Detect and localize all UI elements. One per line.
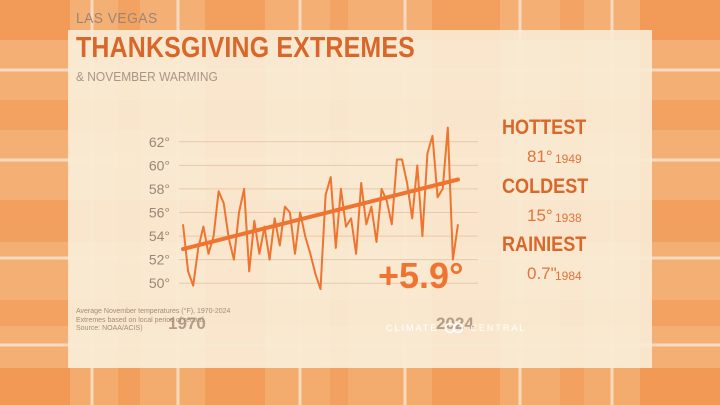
rainiest-value: 0.7" xyxy=(527,264,557,283)
trend-line xyxy=(181,177,460,252)
hottest-label: HOTTEST xyxy=(502,116,587,139)
y-tick-label: 60° xyxy=(149,157,170,173)
footnotes: Average November temperatures (°F), 1970… xyxy=(76,308,230,334)
y-tick-label: 54° xyxy=(149,228,170,244)
coldest-label: COLDEST xyxy=(502,175,589,198)
footnote-line: Extremes based on local period of record… xyxy=(76,316,206,324)
city-label: LAS VEGAS xyxy=(76,10,158,27)
y-tick-label: 62° xyxy=(149,134,170,150)
logo-text-right: CENTRAL xyxy=(470,323,527,333)
coldest-value: 15° xyxy=(527,206,553,225)
logo-rings-icon xyxy=(445,322,464,334)
rainiest-year: 1984 xyxy=(555,269,582,283)
y-tick-label: 50° xyxy=(149,275,170,291)
hottest-value: 81° xyxy=(527,147,553,166)
rainiest-label: RAINIEST xyxy=(502,233,587,256)
trend-change-label: +5.9° xyxy=(378,255,463,296)
footnote-line: Average November temperatures (°F), 1970… xyxy=(76,308,231,315)
page-subtitle: & NOVEMBER WARMING xyxy=(76,69,218,84)
plaid-band xyxy=(0,0,70,405)
page-title: THANKSGIVING EXTREMES xyxy=(76,32,415,64)
temperature-chart: 50°52°54°56°58°60°62°1970 2024+5.9° xyxy=(149,126,478,333)
y-tick-label: 52° xyxy=(149,252,170,268)
plaid-band xyxy=(0,368,720,405)
y-tick-label: 56° xyxy=(149,205,170,221)
y-tick-label: 58° xyxy=(149,181,170,197)
climate-central-logo: CLIMATE CENTRAL xyxy=(386,322,526,334)
logo-text-left: CLIMATE xyxy=(386,323,439,333)
plaid-band xyxy=(640,0,720,405)
coldest-year: 1938 xyxy=(555,211,582,225)
footnote-line: Source: NOAA/ACIS) xyxy=(76,325,143,332)
hottest-year: 1949 xyxy=(555,152,582,166)
x-tick-label-start: 1970 xyxy=(168,314,206,333)
